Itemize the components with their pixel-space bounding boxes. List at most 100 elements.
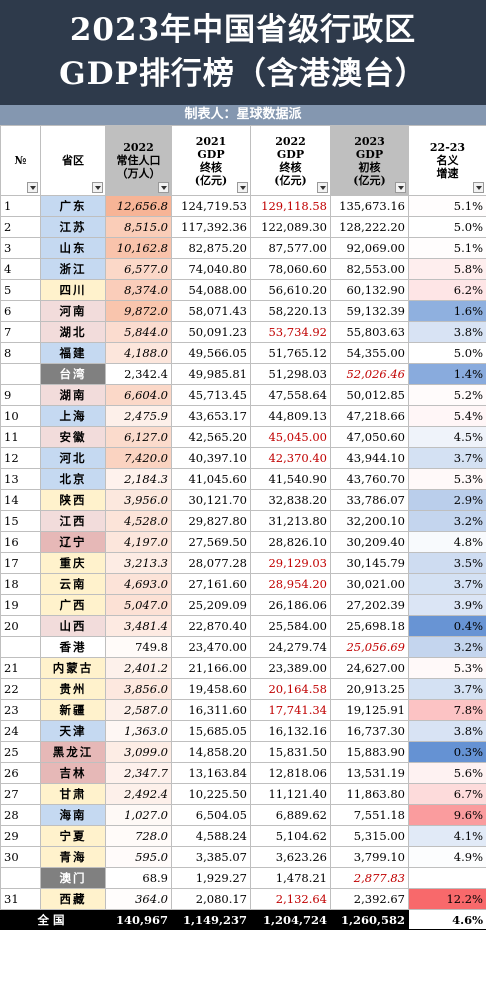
province: 福建	[40, 342, 106, 364]
population: 8,374.0	[105, 279, 172, 301]
gdp-2022: 6,889.62	[250, 804, 331, 826]
gdp-2023: 54,355.00	[330, 342, 409, 364]
header-line: GDP	[276, 147, 305, 161]
population: 2,492.4	[105, 783, 172, 805]
growth: 3.7%	[408, 678, 486, 700]
header-line: 22-23	[429, 141, 466, 154]
gdp-2023: 24,627.00	[330, 657, 409, 679]
filter-button	[27, 182, 38, 193]
province: 辽宁	[40, 531, 106, 553]
gdp-2022: 29,129.03	[250, 552, 331, 574]
gdp-2023: 50,012.85	[330, 384, 409, 406]
rank: 30	[0, 846, 41, 868]
data-row: 23 新疆 2,587.0 16,311.60 17,741.34 19,125.91 7.…	[0, 699, 486, 721]
data-row: 30 青海 595.0 3,385.07 3,623.26 3,799.10 4.9%	[0, 846, 486, 868]
growth: 3.5%	[408, 552, 486, 574]
growth: 12.2%	[408, 888, 486, 910]
province: 湖南	[40, 384, 106, 406]
province: 澳门	[40, 867, 106, 889]
gdp-2022: 1,478.21	[250, 867, 331, 889]
gdp-2023: 15,883.90	[330, 741, 409, 763]
data-row: 27 甘肃 2,492.4 10,225.50 11,121.40 11,863.80 6.…	[0, 783, 486, 805]
population: 4,197.0	[105, 531, 172, 553]
gdp-2022: 87,577.00	[250, 237, 331, 259]
province: 河北	[40, 447, 106, 469]
header-line: 终核	[200, 160, 222, 174]
province: 陕西	[40, 489, 106, 511]
rank: 8	[0, 342, 41, 364]
gdp-2021: 6,504.05	[171, 804, 251, 826]
data-row: 澳门 68.9 1,929.27 1,478.21 2,877.83	[0, 867, 486, 889]
data-row: 3 山东 10,162.8 82,875.20 87,577.00 92,069.00 5.…	[0, 237, 486, 259]
growth: 5.8%	[408, 258, 486, 280]
gdp-2023: 11,863.80	[330, 783, 409, 805]
province: 海南	[40, 804, 106, 826]
header-cell: 2021 GDP 终核 (亿元)	[171, 125, 251, 196]
province: 江西	[40, 510, 106, 532]
title-line: GDP排行榜（含港澳台）	[59, 56, 427, 92]
gdp-2023: 30,209.40	[330, 531, 409, 553]
growth: 3.2%	[408, 510, 486, 532]
gdp-2022: 53,734.92	[250, 321, 331, 343]
gdp-2023: 92,069.00	[330, 237, 409, 259]
header-line: 初核	[358, 160, 381, 174]
gdp-2021: 117,392.36	[171, 216, 251, 238]
population: 6,604.0	[105, 384, 172, 406]
data-row: 14 陕西 3,956.0 30,121.70 32,838.20 33,786.07 2.…	[0, 489, 486, 511]
population: 3,481.4	[105, 615, 172, 637]
population: 2,184.3	[105, 468, 172, 490]
filter-button	[395, 182, 406, 193]
data-row: 13 北京 2,184.3 41,045.60 41,540.90 43,760.70 5.…	[0, 468, 486, 490]
province: 宁夏	[40, 825, 106, 847]
gdp-2022: 78,060.60	[250, 258, 331, 280]
header-line: 终核	[279, 160, 302, 174]
data-row: 香港 749.8 23,470.00 24,279.74 25,056.69 3.2%	[0, 636, 486, 658]
rank: 21	[0, 657, 41, 679]
rank: 31	[0, 888, 41, 910]
rank: 25	[0, 741, 41, 763]
gdp-2022: 28,954.20	[250, 573, 331, 595]
gdp-2021: 14,858.20	[171, 741, 251, 763]
gdp-2021: 58,071.43	[171, 300, 251, 322]
gdp-2023: 2,877.83	[330, 867, 409, 889]
population: 12,656.8	[105, 195, 172, 217]
gdp-2023: 27,202.39	[330, 594, 409, 616]
province: 山西	[40, 615, 106, 637]
gdp-2022: 23,389.00	[250, 657, 331, 679]
data-row: 25 黑龙江 3,099.0 14,858.20 15,831.50 15,883.90 0…	[0, 741, 486, 763]
growth: 5.3%	[408, 468, 486, 490]
header-line: （万人）	[116, 167, 161, 180]
gdp-2023: 59,132.39	[330, 300, 409, 322]
total-cell: 140,967	[105, 909, 172, 930]
header-line: 2021	[195, 134, 227, 148]
gdp-2023: 30,021.00	[330, 573, 409, 595]
rank	[0, 363, 41, 385]
header-line: GDP	[197, 147, 225, 161]
header-line: GDP	[355, 147, 384, 161]
gdp-2021: 40,397.10	[171, 447, 251, 469]
growth: 3.7%	[408, 447, 486, 469]
province: 青海	[40, 846, 106, 868]
gdp-2021: 43,653.17	[171, 405, 251, 427]
rank: 4	[0, 258, 41, 280]
rank	[0, 636, 41, 658]
growth: 5.3%	[408, 657, 486, 679]
subtitle: 制表人：星球数据派	[0, 105, 486, 125]
gdp-2022: 5,104.62	[250, 825, 331, 847]
rank: 14	[0, 489, 41, 511]
gdp-2022: 15,831.50	[250, 741, 331, 763]
gdp-2023: 82,553.00	[330, 258, 409, 280]
gdp-2021: 3,385.07	[171, 846, 251, 868]
province: 黑龙江	[40, 741, 106, 763]
data-row: 11 安徽 6,127.0 42,565.20 45,045.00 47,050.60 4.…	[0, 426, 486, 448]
gdp-2023: 47,218.66	[330, 405, 409, 427]
province: 四川	[40, 279, 106, 301]
data-row: 台湾 2,342.4 49,985.81 51,298.03 52,026.46 1.4%	[0, 363, 486, 385]
growth: 3.9%	[408, 594, 486, 616]
growth: 6.7%	[408, 783, 486, 805]
gdp-2022: 51,765.12	[250, 342, 331, 364]
province: 重庆	[40, 552, 106, 574]
rank: 2	[0, 216, 41, 238]
rank: 1	[0, 195, 41, 217]
growth: 0.4%	[408, 615, 486, 637]
